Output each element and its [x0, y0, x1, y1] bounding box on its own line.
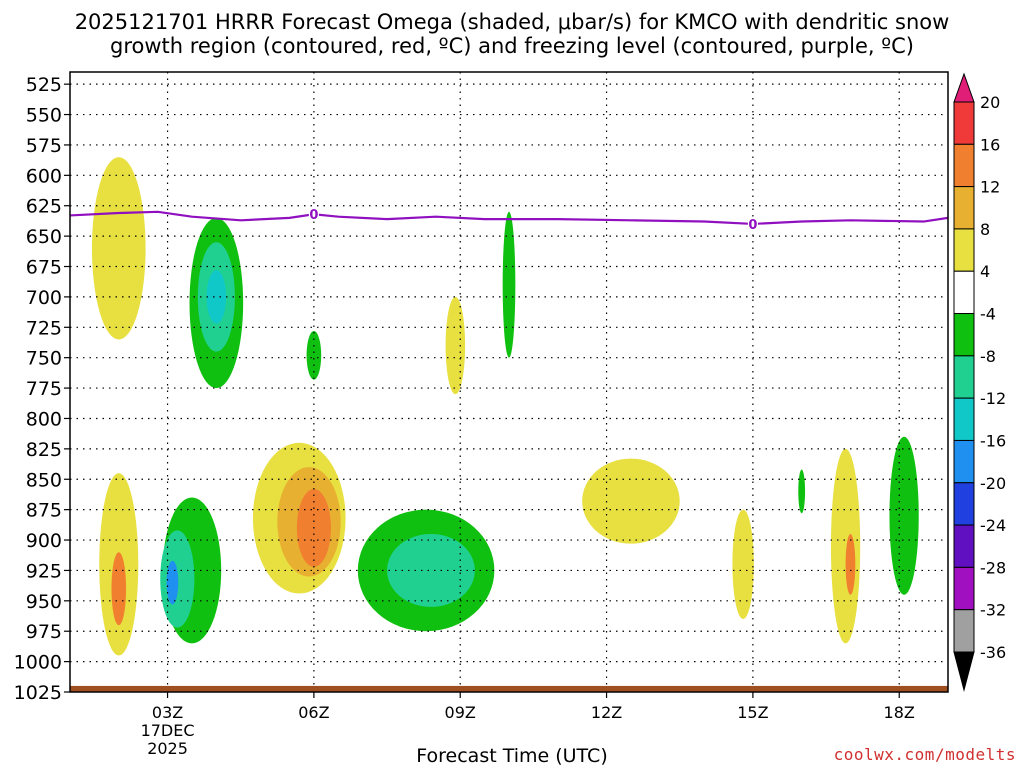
omega-region-rise-17-0920 [845, 533, 856, 595]
y-tick-label-675: 675 [26, 257, 62, 279]
colorbar-label--8: -8 [980, 347, 996, 366]
omega-region-rise-10-0690 [502, 211, 516, 358]
y-tick-label-725: 725 [26, 317, 62, 339]
freezing-label-bg [308, 207, 319, 222]
colorbar-bottom-arrow [953, 651, 975, 692]
colorbar-band-20 [953, 101, 975, 145]
colorbar-label--36: -36 [980, 643, 1006, 662]
colorbar-label-16: 16 [980, 135, 1000, 154]
colorbar-label--28: -28 [980, 558, 1006, 577]
x-tick-label-03Z: 03Z [152, 703, 183, 722]
y-tick-label-900: 900 [26, 530, 62, 552]
colorbar-label--24: -24 [980, 516, 1006, 535]
colorbar-label--16: -16 [980, 431, 1006, 450]
plot-frame [69, 71, 949, 693]
freezing-label-bg [747, 216, 758, 231]
omega-region-rise-17-0910 [830, 448, 861, 644]
omega-region-rise-04-0700c [206, 270, 227, 324]
omega-region-rise-09-0740 [445, 296, 466, 395]
x-axis-label: Forecast Time (UTC) [416, 745, 608, 767]
colorbar-band--24 [953, 524, 975, 568]
omega-region-rise-03-0930c [166, 560, 179, 605]
omega-region-rise-06-0745 [306, 330, 322, 380]
y-tick-label-1025: 1025 [14, 682, 62, 704]
colorbar-band--32 [953, 609, 975, 653]
y-tick-label-775: 775 [26, 378, 62, 400]
colorbar-band-16 [953, 143, 975, 188]
chart-title-line-2: growth region (contoured, red, ºC) and f… [110, 34, 914, 58]
y-tick-label-925: 925 [26, 560, 62, 582]
x-tick-sublabel-date: 17DEC [141, 721, 195, 740]
colorbar: 20 16 12 8 4 -4 -8 -12 -16 -20 -24 -28 -32 -36 [953, 72, 1006, 692]
y-tick-label-1000: 1000 [14, 652, 62, 674]
chart-title-line-1: 2025121701 HRRR Forecast Omega (shaded, … [74, 10, 950, 34]
y-tick-label-600: 600 [26, 165, 62, 187]
colorbar-label--4: -4 [980, 305, 996, 324]
x-tick-label-06Z: 06Z [298, 703, 329, 722]
y-tick-label-950: 950 [26, 591, 62, 613]
colorbar-top-arrow [953, 72, 975, 103]
colorbar-band-12 [953, 186, 975, 230]
colorbar-label-20: 20 [980, 93, 1000, 112]
colorbar-band--4 [953, 313, 975, 357]
y-tick-label-650: 650 [26, 226, 62, 248]
colorbar-band--28 [953, 566, 975, 611]
omega-region-rise-18-0880 [889, 436, 919, 595]
y-tick-label-525: 525 [26, 74, 62, 96]
omega-region-rise-15-0925 [732, 509, 754, 620]
freezing-level-label: 0 [309, 208, 318, 223]
omega-region-rise-01-0600 [91, 157, 146, 340]
omega-region-rise-08-0925b [387, 533, 475, 607]
y-tick-label-575: 575 [26, 135, 62, 157]
omega-region-rise-02-0940 [111, 552, 127, 626]
x-tick-sublabel-year: 2025 [147, 739, 188, 758]
x-tick-label-12Z: 12Z [591, 703, 622, 722]
y-tick-label-550: 550 [26, 105, 62, 127]
y-tick-label-625: 625 [26, 196, 62, 218]
y-tick-label-850: 850 [26, 469, 62, 491]
colorbar-band--20 [953, 482, 975, 526]
colorbar-label-8: 8 [980, 220, 990, 239]
freezing-level-label: 0 [748, 218, 757, 233]
colorbar-band--8 [953, 355, 975, 399]
colorbar-band--12 [953, 397, 975, 441]
colorbar-label-12: 12 [980, 178, 1000, 197]
y-tick-label-750: 750 [26, 348, 62, 370]
omega-region-rise-16-0860 [798, 469, 806, 514]
x-tick-label-18Z: 18Z [884, 703, 915, 722]
omega-region-rise-12-0865 [582, 458, 680, 544]
y-tick-label-975: 975 [26, 621, 62, 643]
y-tick-label-825: 825 [26, 439, 62, 461]
x-tick-label-09Z: 09Z [445, 703, 476, 722]
ground-surface [70, 685, 948, 692]
plot-area: 00 [70, 72, 948, 692]
y-tick-label-875: 875 [26, 500, 62, 522]
colorbar-band-4 [953, 270, 975, 315]
y-tick-label-700: 700 [26, 287, 62, 309]
colorbar-label--32: -32 [980, 601, 1006, 620]
watermark: coolwx.com/modelts [833, 745, 1016, 764]
y-tick-label-800: 800 [26, 408, 62, 430]
colorbar-label--20: -20 [980, 474, 1006, 493]
colorbar-band-8 [953, 228, 975, 272]
colorbar-label--12: -12 [980, 389, 1006, 408]
freezing-level-line [70, 210, 948, 226]
x-tick-label-15Z: 15Z [737, 703, 768, 722]
colorbar-band--16 [953, 439, 975, 484]
colorbar-label-4: 4 [980, 262, 990, 281]
